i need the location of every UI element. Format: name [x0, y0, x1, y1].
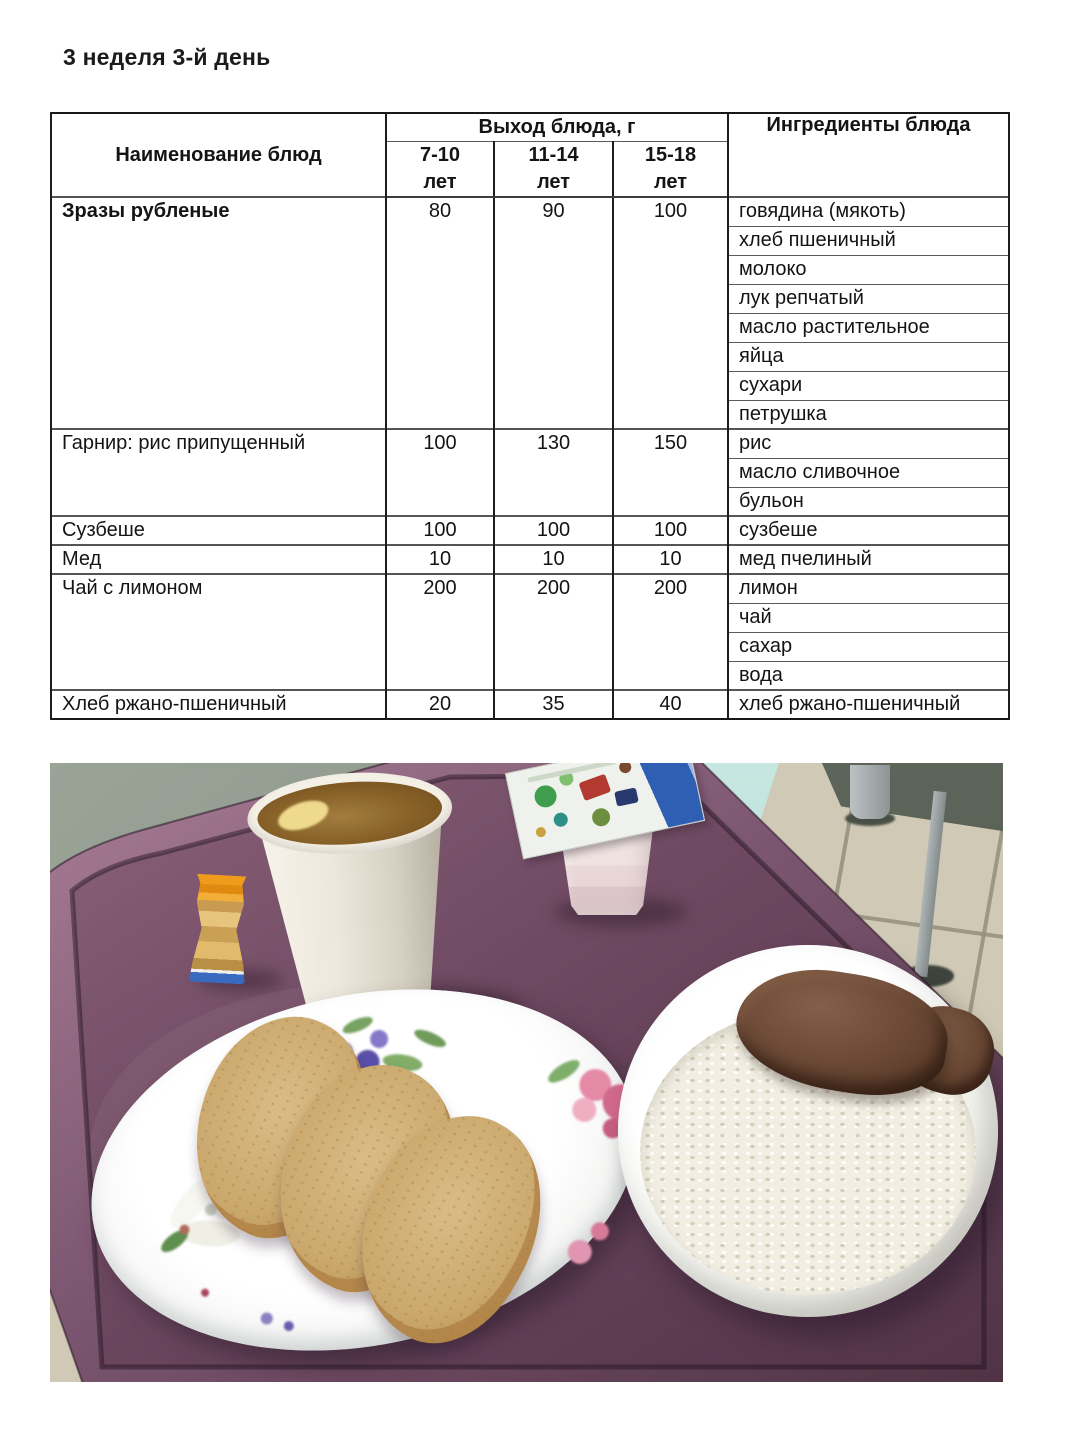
- dish-name-cell: Хлеб ржано-пшеничный: [50, 689, 387, 720]
- ingredient-cell: мед пчелиный: [727, 544, 1010, 575]
- menu-table: Наименование блюд Выход блюда, г Ингреди…: [50, 112, 1010, 720]
- ingredient-cell: сухари: [727, 370, 1010, 401]
- table-row: бульон: [51, 486, 1010, 517]
- ingredient-cell: хлеб ржано-пшеничный: [727, 689, 1010, 720]
- ingredient-cell: рис: [727, 428, 1010, 459]
- portion-cell: 80: [385, 196, 495, 430]
- dish-name-cell: Мед: [50, 544, 387, 575]
- header-row-2: 7-10 лет 11-14 лет 15-18 лет: [51, 140, 1009, 198]
- ingredient-cell: сахар: [727, 631, 1010, 662]
- ingredient-cell: масло сливочное: [727, 457, 1010, 488]
- dish-name-cell: Чай с лимоном: [50, 573, 387, 691]
- meal-photo: [50, 763, 1003, 1382]
- portion-cell: 100: [385, 428, 495, 517]
- col-header-age-7-10: 7-10 лет: [385, 140, 495, 198]
- header-row-1: Наименование блюд Выход блюда, г Ингреди…: [50, 112, 1010, 198]
- col-header-age-11-14: 11-14 лет: [493, 140, 614, 198]
- table-row: Мед 10 10 10 мед пчелиный: [50, 544, 1010, 575]
- ingredient-cell: лимон: [727, 573, 1010, 604]
- portion-cell: 200: [493, 573, 614, 691]
- ingredient-cell: молоко: [727, 254, 1010, 285]
- portion-cell: 10: [612, 544, 729, 575]
- ingredient-cell: бульон: [727, 486, 1010, 517]
- table-leg: [850, 765, 890, 819]
- table-row: масло сливочное: [51, 457, 1010, 488]
- ingredient-cell: масло растительное: [727, 312, 1010, 343]
- ingredient-cell: чай: [727, 602, 1010, 633]
- ingredient-cell: хлеб пшеничный: [727, 225, 1010, 256]
- table-row: молоко: [51, 254, 1010, 285]
- ingredient-cell: говядина (мякоть): [727, 196, 1010, 227]
- dish-name-cell: Зразы рубленые: [50, 196, 387, 430]
- portion-cell: 90: [493, 196, 614, 430]
- table-row: лук репчатый: [51, 283, 1010, 314]
- table-row: Зразы рубленые 80 90 100 говядина (мякот…: [50, 196, 1010, 430]
- portion-cell: 10: [385, 544, 495, 575]
- table-row: Сузбеше 100 100 100 сузбеше: [50, 515, 1010, 546]
- table-row: Гарнир: рис припущенный 100 130 150 рис: [50, 428, 1010, 517]
- col-header-ingredients: Ингредиенты блюда: [727, 112, 1010, 198]
- page-title: 3 неделя 3-й день: [63, 44, 271, 70]
- portion-cell: 35: [493, 689, 614, 720]
- ingredient-cell: яйца: [727, 341, 1010, 372]
- portion-cell: 100: [493, 515, 614, 546]
- dish-name-cell: Сузбеше: [50, 515, 387, 546]
- portion-cell: 10: [493, 544, 614, 575]
- table-row: Хлеб ржано-пшеничный 20 35 40 хлеб ржано…: [50, 689, 1010, 720]
- ingredient-cell: лук репчатый: [727, 283, 1010, 314]
- portion-cell: 200: [612, 573, 729, 691]
- portion-cell: 100: [385, 515, 495, 546]
- rice-bowl: [618, 945, 1003, 1317]
- portion-cell: 200: [385, 573, 495, 691]
- table-row: Чай с лимоном 200 200 200 лимон: [50, 573, 1010, 691]
- portion-cell: 150: [612, 428, 729, 517]
- portion-cell: 130: [493, 428, 614, 517]
- foil-lid-artwork: [527, 763, 639, 838]
- table-row: масло растительное: [51, 312, 1010, 343]
- ingredient-cell: вода: [727, 660, 1010, 691]
- col-header-dish-name: Наименование блюд: [50, 112, 387, 198]
- yogurt-foil-lid: [504, 763, 706, 860]
- table-row: хлеб пшеничный: [51, 225, 1010, 256]
- table-row: сухари: [51, 370, 1010, 401]
- portion-cell: 100: [612, 515, 729, 546]
- portion-cell: 20: [385, 689, 495, 720]
- portion-cell: 100: [612, 196, 729, 430]
- portion-cell: 40: [612, 689, 729, 720]
- dish-name-cell: Гарнир: рис припущенный: [50, 428, 387, 517]
- ingredient-cell: сузбеше: [727, 515, 1010, 546]
- col-header-age-15-18: 15-18 лет: [612, 140, 729, 198]
- ingredient-cell: петрушка: [727, 399, 1010, 430]
- col-header-output: Выход блюда, г: [385, 112, 729, 142]
